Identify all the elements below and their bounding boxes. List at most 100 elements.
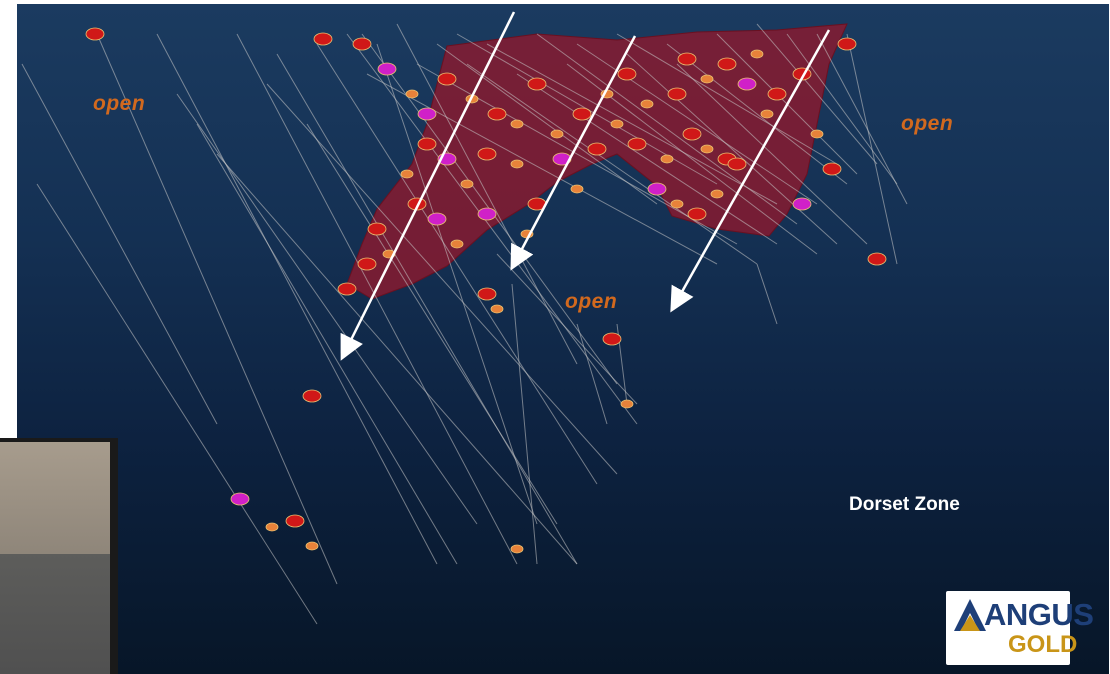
drill-hole-visualization [21,11,908,625]
intercept-disc [313,32,333,46]
intercept-disc [670,199,684,209]
intercept-disc [352,37,372,51]
intercept-disc [587,142,607,156]
open-label: open [901,112,954,135]
drill-trace [786,33,898,185]
drill-trace [626,53,838,245]
intercept-disc [727,157,747,171]
drill-trace [366,73,718,265]
company-logo: ANGUS GOLD [946,591,1094,665]
intercept-disc [627,137,647,151]
intercept-disc [285,514,305,528]
drill-trace [666,43,848,185]
drill-trace [21,63,218,425]
drill-trace [156,33,438,565]
open-label: open [93,92,146,115]
intercept-disc [677,52,697,66]
inset-photo-ground [0,554,110,674]
intercept-disc [710,189,724,199]
drill-trace [196,123,458,565]
intercept-disc [640,99,654,109]
intercept-disc [610,119,624,129]
intercept-disc [477,147,497,161]
direction-arrow [510,35,637,271]
ore-body-surface [346,23,848,300]
intercept-disc [407,197,427,211]
open-label: open [565,290,618,313]
intercept-disc [570,184,584,194]
direction-arrow [340,11,516,361]
intercept-disc [400,169,414,179]
drill-trace [376,43,538,525]
intercept-disc [687,207,707,221]
intercept-disc [405,89,419,99]
intercept-disc [337,282,357,296]
inset-photo-sky [0,442,110,558]
logo-text-angus: ANGUS [984,597,1094,632]
intercept-disc [682,127,702,141]
3d-drill-view: open open open Dorset Zone [17,4,1109,674]
drill-trace [816,33,908,205]
intercept-disc [477,207,497,221]
drill-trace [96,33,338,585]
intercept-disc [660,154,674,164]
drill-trace [306,123,558,525]
inset-camera-photo [0,438,118,674]
intercept-disc [822,162,842,176]
intercept-disc [792,197,812,211]
logo-chevron-icon [954,599,986,631]
drill-trace [316,43,598,485]
intercept-disc [602,332,622,346]
drill-trace [676,63,868,245]
intercept-disc [85,27,105,41]
intercept-disc [477,287,497,301]
drill-trace [536,33,798,225]
drill-trace [216,153,578,565]
intercept-disc [417,137,437,151]
drill-trace [36,183,318,625]
intercept-disc [700,74,714,84]
intercept-disc [700,144,714,154]
intercept-disc [302,389,322,403]
drill-trace [576,323,608,425]
intercept-disc [265,522,279,532]
intercept-disc [460,179,474,189]
drill-trace [756,23,878,165]
drill-trace [616,33,838,165]
intercept-disc [760,109,774,119]
direction-arrow [670,29,831,313]
intercept-disc [767,87,787,101]
intercept-disc [357,257,377,271]
zone-label: Dorset Zone [849,494,960,515]
intercept-disc [667,87,687,101]
intercept-disc [647,182,667,196]
drill-trace [466,63,758,265]
intercept-disc [620,399,634,409]
drill-trace [486,43,778,205]
intercept-disc [487,107,507,121]
intercept-disc [550,129,564,139]
intercept-disc [230,492,250,506]
drill-trace [266,83,618,475]
drill-trace [276,53,578,565]
intercept-disc [427,212,447,226]
logo-text-gold: GOLD [1008,631,1078,658]
intercept-disc [572,107,592,121]
intercept-disc [510,159,524,169]
intercept-disc [305,541,319,551]
drill-trace [496,253,638,405]
intercept-disc [510,544,524,554]
intercept-disc [750,49,764,59]
intercept-disc [617,67,637,81]
intercept-disc [417,107,437,121]
drill-trace [511,283,538,565]
intercept-disc [490,304,504,314]
drill-trace [176,93,478,525]
drill-trace [756,263,778,325]
drill-trace [236,33,518,565]
intercept-disc [717,57,737,71]
drill-trace [516,73,778,245]
intercept-disc [510,119,524,129]
intercept-disc [377,62,397,76]
intercept-disc [367,222,387,236]
